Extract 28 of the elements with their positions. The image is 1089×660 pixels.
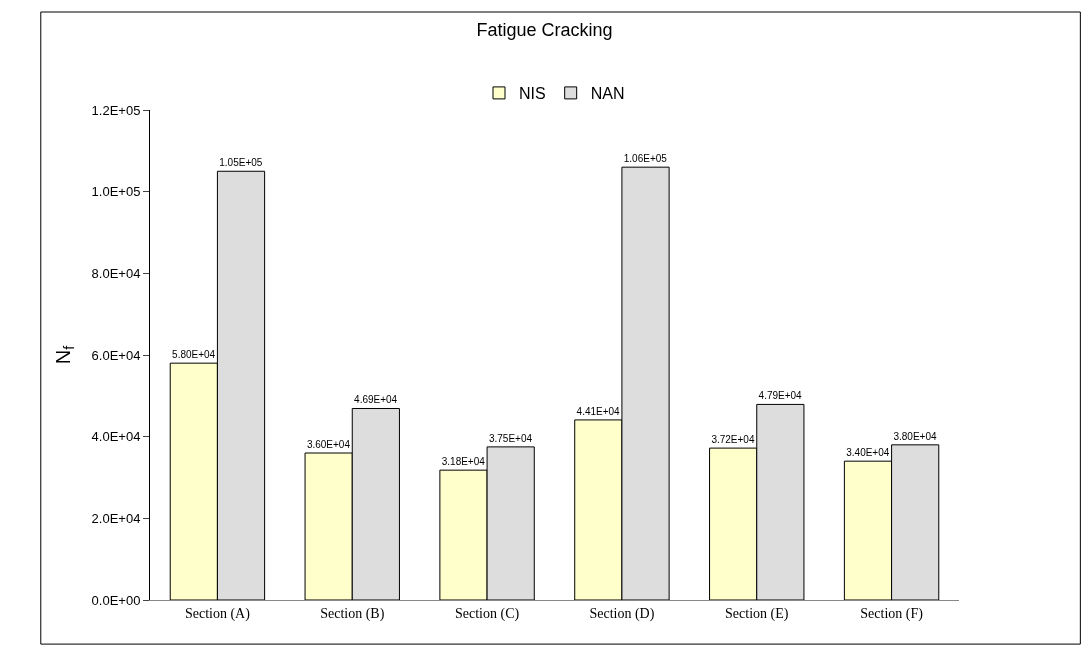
y-tick-label: 2.0E+04 bbox=[91, 510, 141, 526]
data-label: 3.80E+04 bbox=[893, 430, 937, 442]
x-tick-label: Section (C) bbox=[455, 605, 520, 622]
legend-label: NAN bbox=[590, 85, 625, 103]
y-tick-label: 4.0E+04 bbox=[91, 429, 141, 445]
data-label: 4.69E+04 bbox=[354, 394, 398, 406]
legend-label: NIS bbox=[519, 85, 546, 103]
data-label: 1.06E+05 bbox=[623, 153, 668, 165]
x-tick-label: Section (D) bbox=[589, 605, 655, 622]
x-tick-label: Section (B) bbox=[320, 605, 385, 622]
y-tick-label: 1.2E+05 bbox=[91, 102, 141, 118]
data-label: 3.75E+04 bbox=[488, 432, 533, 444]
data-label: 3.18E+04 bbox=[441, 456, 486, 468]
x-tick-label: Section (A) bbox=[184, 605, 251, 622]
data-label: 4.41E+04 bbox=[576, 405, 621, 417]
y-tick-label: 8.0E+04 bbox=[91, 265, 141, 281]
y-tick-label: 1.0E+05 bbox=[91, 184, 141, 200]
y-tick-label: 6.0E+04 bbox=[91, 347, 141, 363]
data-label: 1.05E+05 bbox=[219, 157, 263, 169]
data-label: 4.79E+04 bbox=[758, 390, 803, 402]
chart-title: Fatigue Cracking bbox=[476, 19, 613, 40]
data-label: 3.72E+04 bbox=[711, 434, 755, 446]
x-tick-label: Section (F) bbox=[860, 605, 924, 622]
data-label: 3.40E+04 bbox=[846, 447, 890, 459]
y-tick-label: 0.0E+00 bbox=[91, 592, 141, 608]
x-tick-label: Section (E) bbox=[725, 605, 789, 622]
data-label: 3.60E+04 bbox=[306, 439, 351, 450]
data-label: 5.80E+04 bbox=[172, 349, 216, 361]
